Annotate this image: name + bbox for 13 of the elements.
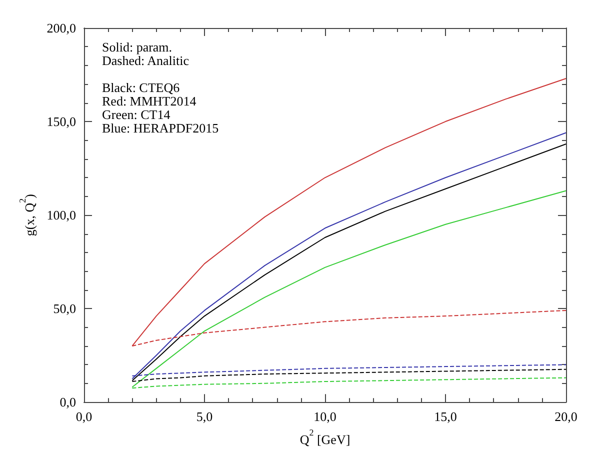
annotation: Solid: param. Dashed: Analitic <box>102 39 190 68</box>
x-tick-label: 15,0 <box>434 409 457 424</box>
x-tick-label: 0,0 <box>76 409 92 424</box>
y-tick-label: 200,0 <box>46 20 76 36</box>
y-axis-title: g(x, Q2) <box>17 194 37 236</box>
y-tick-label: 50,0 <box>53 301 76 316</box>
annotation: Black: CTEQ6 Red: MMHT2014 Green: CT14 Blue: HERAPDF2015 <box>102 80 219 136</box>
x-tick-label: 10,0 <box>314 409 336 424</box>
x-tick-label: 5,0 <box>196 409 213 424</box>
y-tick-label: 100,0 <box>46 208 76 223</box>
y-tick-label: 0,0 <box>60 394 76 410</box>
x-tick-label: 20,0 <box>554 409 578 424</box>
y-tick-label: 150,0 <box>46 114 76 130</box>
